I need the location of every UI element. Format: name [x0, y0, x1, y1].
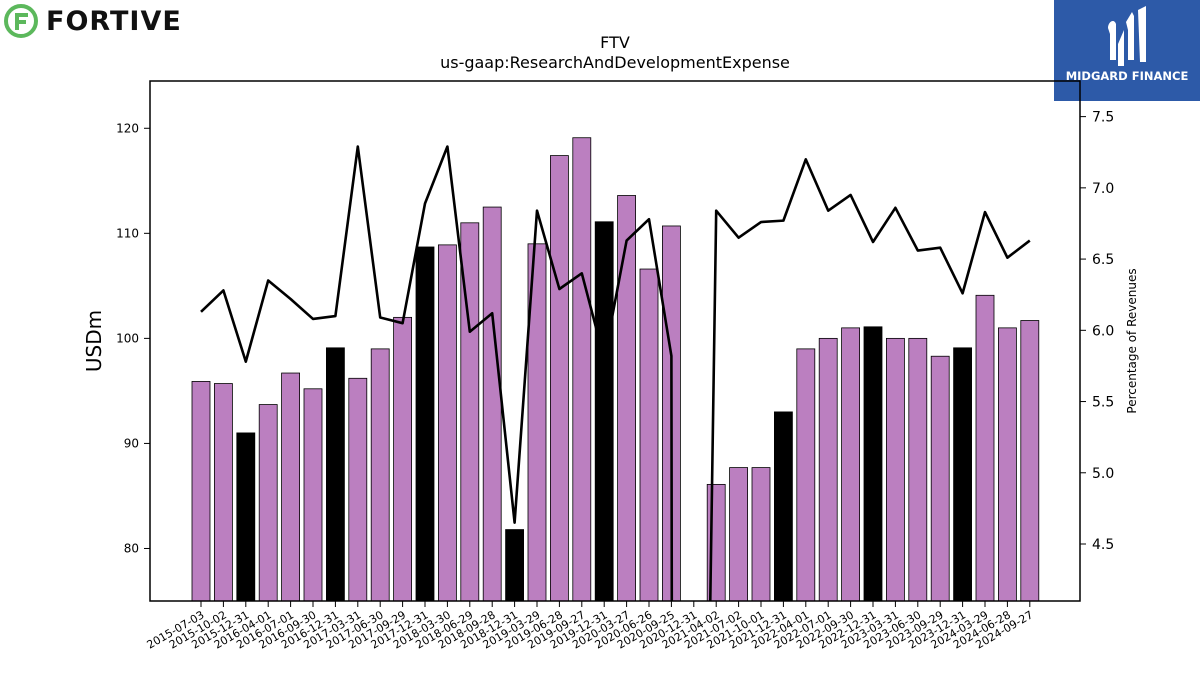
y-tick-label: 100	[116, 331, 139, 345]
bar	[191, 381, 211, 602]
bar	[393, 316, 413, 602]
bar	[796, 348, 816, 602]
bar	[1020, 320, 1040, 602]
bar	[415, 246, 435, 602]
publisher-name: MIDGARD FINANCE	[1065, 69, 1189, 83]
bar	[303, 388, 323, 602]
bar	[325, 347, 345, 602]
y2-tick-label: 6.5	[1092, 252, 1114, 268]
y2-tick-label: 7.5	[1092, 110, 1114, 126]
bar	[975, 294, 995, 602]
bar	[729, 467, 748, 602]
y-tick-label: 90	[124, 436, 139, 450]
bar	[213, 383, 233, 602]
bar	[617, 195, 636, 602]
y2-tick-label: 7.0	[1092, 181, 1114, 197]
bar	[774, 411, 793, 602]
bar	[258, 404, 278, 602]
y2-tick-label: 5.5	[1092, 395, 1114, 411]
bar	[348, 377, 368, 602]
brand-name: FORTIVE	[46, 5, 182, 37]
series-line	[200, 145, 1031, 601]
bar	[751, 467, 771, 602]
bar	[594, 221, 614, 602]
bar	[281, 372, 301, 602]
bar	[998, 327, 1017, 602]
bar	[930, 355, 950, 602]
bar	[863, 326, 883, 602]
bar	[482, 206, 502, 602]
midgard-logo-icon	[1108, 6, 1146, 66]
y2-axis-label: Percentage of Revenues	[1125, 268, 1139, 413]
bar	[550, 155, 569, 602]
bar	[639, 268, 659, 602]
bar	[236, 432, 256, 602]
chart-title: FTV	[600, 33, 630, 52]
bar	[886, 337, 905, 602]
y-tick-label: 80	[124, 541, 139, 555]
y2-tick-label: 5.0	[1092, 466, 1114, 482]
plot-frame	[149, 80, 1081, 602]
y-axis-label: USDm	[82, 310, 106, 372]
y2-tick-label: 6.0	[1092, 323, 1114, 339]
y-axis-right: 4.5 5.0 5.5 6.0 6.5 7.0 7.5	[1080, 110, 1114, 553]
y-axis-left: 80 90 100 110 120	[116, 121, 150, 555]
line-layer	[200, 145, 1031, 601]
y-tick-label: 120	[116, 121, 139, 135]
bar	[818, 337, 838, 602]
x-axis: 2015-07-032015-10-022015-12-312016-04-01…	[145, 601, 1035, 652]
bar	[953, 347, 972, 602]
bar	[908, 337, 928, 602]
midgard-finance-badge: MIDGARD FINANCE	[1054, 0, 1200, 101]
fortive-logo-icon	[4, 4, 38, 38]
bar	[370, 348, 390, 602]
chart-subtitle: us-gaap:ResearchAndDevelopmentExpense	[440, 53, 790, 72]
y-tick-label: 110	[116, 226, 139, 240]
bars-layer	[191, 137, 1040, 602]
bar	[505, 529, 525, 602]
bar	[841, 327, 860, 602]
bar	[437, 244, 457, 602]
fortive-brand: FORTIVE	[4, 4, 182, 38]
y2-tick-label: 4.5	[1092, 537, 1114, 553]
bar	[572, 137, 592, 602]
